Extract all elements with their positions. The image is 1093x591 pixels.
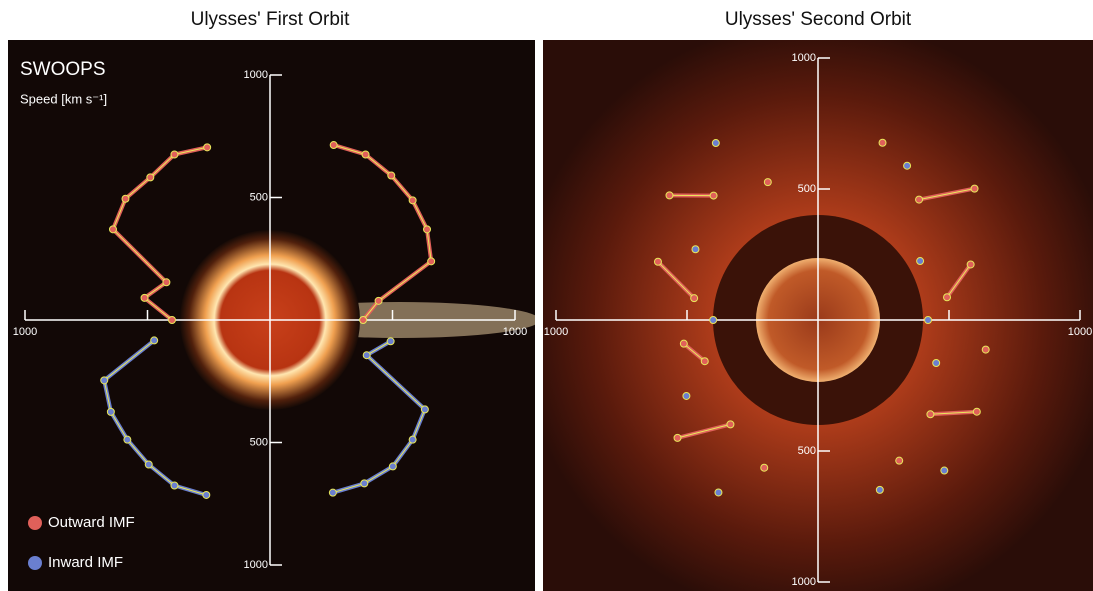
speed-point [408, 196, 417, 205]
tick-label: 1000 [13, 326, 37, 338]
charts: SWOOPS Speed [km s⁻¹] 500 500 1000 1000 1000 10… [13, 9, 1092, 588]
speed-point [653, 257, 662, 266]
panel-title: Ulysses' First Orbit [191, 9, 351, 30]
legend-swatch [28, 516, 42, 530]
tick-label: 1000 [244, 559, 268, 571]
tick-label: 1000 [503, 326, 527, 338]
speed-point [726, 420, 735, 429]
speed-point [709, 316, 718, 324]
speed-point [700, 357, 709, 366]
speed-point [388, 462, 397, 471]
speed-point [673, 433, 682, 442]
speed-point [202, 490, 211, 499]
speed-point [711, 139, 720, 148]
tick-label: 1000 [792, 576, 816, 588]
speed-point [374, 296, 383, 305]
speed-point [916, 257, 925, 266]
speed-point [387, 171, 396, 180]
speed-point [875, 485, 884, 494]
speed-point [682, 391, 691, 400]
tick-label: 500 [250, 191, 268, 203]
legend-label: Outward IMF [48, 514, 135, 531]
speed-point [146, 173, 155, 182]
speed-point [168, 316, 176, 324]
panel-title: Ulysses' Second Orbit [725, 9, 912, 30]
speed-point [100, 376, 109, 385]
speed-point [926, 410, 935, 419]
panel: 500 500 1000 1000 1000 1000 [544, 52, 1092, 588]
axis-label: Speed [km s⁻¹] [20, 91, 107, 106]
speed-point [386, 337, 395, 346]
speed-point [150, 336, 159, 345]
tick-label: 1000 [1068, 326, 1092, 338]
speed-point [144, 460, 153, 469]
speed-point [903, 161, 912, 170]
speed-point [140, 293, 149, 302]
legend-label: Inward IMF [48, 554, 123, 571]
speed-point [932, 359, 941, 368]
speed-point [162, 278, 171, 287]
speed-point [359, 316, 368, 324]
speed-point [940, 466, 949, 475]
speed-point [691, 245, 700, 254]
speed-point [360, 479, 369, 488]
speed-point [423, 225, 432, 234]
speed-point [108, 225, 117, 234]
speed-point [981, 345, 990, 354]
speed-point [895, 456, 904, 465]
speed-point [328, 488, 337, 497]
speed-point [690, 294, 699, 303]
tick-label: 1000 [244, 69, 268, 81]
speed-point [943, 293, 952, 302]
speed-point [709, 191, 718, 200]
speed-point [972, 407, 981, 416]
instrument-label: SWOOPS [20, 59, 106, 80]
panel-background [8, 40, 535, 591]
speed-point [361, 150, 370, 159]
speed-point [420, 405, 429, 414]
speed-trace-outline [112, 144, 432, 321]
speed-point [924, 316, 933, 324]
speed-point [362, 351, 371, 360]
speed-point [329, 141, 338, 150]
speed-point [106, 407, 115, 416]
tick-label: 1000 [544, 326, 568, 338]
tick-label: 500 [798, 445, 816, 457]
speed-point [121, 194, 130, 203]
speed-point [970, 184, 979, 193]
legend-swatch [28, 556, 42, 570]
speed-point [123, 435, 132, 444]
speed-point [966, 260, 975, 269]
speed-point [408, 435, 417, 444]
panel-background [543, 40, 1093, 591]
speed-point [170, 481, 179, 490]
speed-point [665, 191, 674, 200]
speed-point [170, 150, 179, 159]
speed-point [760, 463, 769, 472]
panel: SWOOPS Speed [km s⁻¹] 500 500 1000 1000 1000 10… [13, 59, 527, 571]
tick-label: 500 [798, 183, 816, 195]
tick-label: 500 [250, 436, 268, 448]
speed-point [427, 257, 436, 266]
speed-point [915, 195, 924, 204]
speed-point [679, 339, 688, 348]
speed-point [203, 143, 212, 152]
speed-point [763, 178, 772, 187]
speed-point [714, 488, 723, 497]
speed-point [878, 138, 887, 147]
tick-label: 1000 [792, 52, 816, 64]
